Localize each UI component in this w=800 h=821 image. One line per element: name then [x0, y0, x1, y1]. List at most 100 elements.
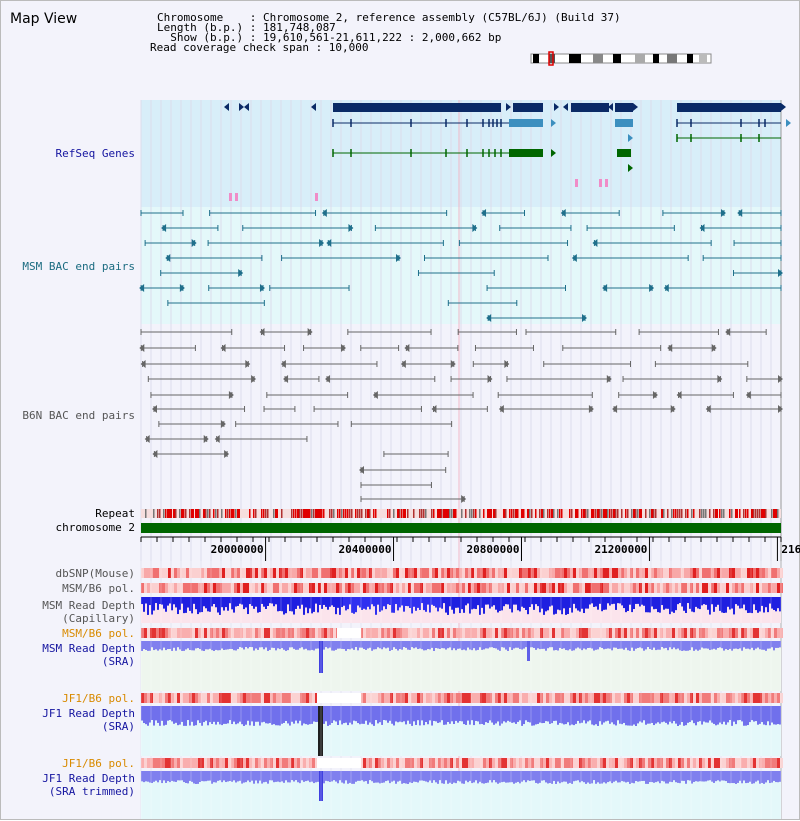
msm-depth-sra-bar — [441, 641, 443, 649]
msm-depth-sra-bar — [613, 641, 615, 648]
msm-depth-cap-bar — [635, 597, 637, 604]
msm-depth-sra-bar — [769, 641, 771, 649]
msm-depth-sra-bar — [565, 641, 567, 651]
msm-b6-pol-track-cell — [288, 583, 291, 593]
msm-depth-cap-bar — [463, 597, 465, 613]
jf1-depth-sra-bar — [763, 706, 765, 725]
jf1-depth-trim-bar — [445, 771, 447, 781]
jf1-depth-sra-bar — [605, 706, 607, 722]
jf1-depth-trim-bar — [143, 771, 145, 783]
jf1-depth-sra-bar — [203, 706, 205, 723]
jf1-depth-sra-bar — [617, 706, 619, 721]
jf1-depth-sra-bar — [649, 706, 651, 724]
jf1-b6-pol-track-cell — [390, 693, 393, 703]
msm-depth-sra-bar — [661, 641, 663, 648]
msm-b6-pol-track-cell — [198, 583, 201, 593]
msm-b6-pol-2-track-cell — [288, 628, 291, 638]
msm-depth-cap-bar — [691, 597, 693, 612]
msm-b6-pol-2-track-cell — [765, 628, 768, 638]
msm-depth-cap-bar — [621, 597, 623, 606]
msm-b6-pol-track-cell — [210, 583, 213, 593]
msm-b6-pol-track-cell — [579, 583, 582, 593]
msm-b6-pol-track-cell — [384, 583, 387, 593]
msm-b6-pol-track-cell — [255, 583, 258, 593]
msm-depth-sra-bar — [159, 641, 161, 650]
msm-depth-sra-bar — [465, 641, 467, 651]
jf1-b6-pol-track-cell — [741, 693, 744, 703]
repeat-element — [599, 509, 601, 518]
msm-b6-pol-2-track-cell — [732, 628, 735, 638]
msm-depth-sra-bar — [755, 641, 757, 649]
msm-depth-cap-bar — [387, 597, 389, 605]
jf1-depth-sra-bar — [367, 706, 369, 725]
msm-b6-pol-2-track-cell — [702, 628, 705, 638]
msm-b6-pol-track-cell — [558, 583, 561, 593]
msm-depth-sra-bar — [533, 641, 535, 648]
msm-depth-cap-bar — [173, 597, 175, 605]
jf1-depth-sra-bar — [703, 706, 705, 722]
msm-depth-sra-bar — [239, 641, 241, 648]
jf1-b6-pol-track-cell — [729, 693, 732, 703]
msm-b6-pol-2-track-cell — [570, 628, 573, 638]
msm-b6-pol-track-cell — [714, 583, 717, 593]
msm-depth-cap-bar — [529, 597, 531, 608]
jf1-depth-sra-bar — [527, 706, 529, 722]
msm-depth-sra-bar — [695, 641, 697, 650]
msm-b6-pol-2-track-cell — [759, 628, 762, 638]
jf1-depth-sra-bar — [381, 706, 383, 725]
repeat-element — [439, 509, 442, 518]
jf1-b6-pol-track-cell — [564, 693, 567, 703]
msm-b6-pol-2-track-cell — [399, 628, 402, 638]
dbsnp-track-cell — [186, 568, 189, 578]
jf1-depth-sra-bar — [417, 706, 419, 721]
jf1-depth-trim-bar — [773, 771, 775, 781]
dbsnp-track-cell — [714, 568, 717, 578]
msm-depth-sra-bar — [571, 641, 573, 651]
jf1-b6-pol-track-cell — [243, 693, 246, 703]
jf1-depth-trim-bar — [213, 771, 215, 783]
jf1-depth-sra-bar — [549, 706, 551, 724]
jf1-depth-trim-bar — [499, 771, 501, 783]
jf1-b6-pol-2-track-cell — [456, 758, 459, 768]
msm-depth-sra-bar — [543, 641, 545, 649]
msm-depth-sra-bar — [459, 641, 461, 649]
jf1-b6-pol-track-cell — [396, 693, 399, 703]
dbsnp-track-cell — [759, 568, 762, 578]
repeat-element — [341, 509, 343, 518]
msm-b6-pol-track-cell — [525, 583, 528, 593]
jf1-depth-trim-bar — [243, 771, 245, 783]
msm-depth-cap-bar — [201, 597, 203, 613]
msm-b6-pol-track-cell — [408, 583, 411, 593]
jf1-depth-sra-bar — [349, 706, 351, 723]
jf1-depth-trim-bar — [671, 771, 673, 783]
msm-depth-sra-bar — [229, 641, 231, 649]
msm-depth-cap-bar — [467, 597, 469, 604]
msm-depth-cap-bar — [217, 597, 219, 613]
jf1-b6-pol-track-cell — [291, 693, 294, 703]
jf1-depth-sra-bar — [451, 706, 453, 722]
msm-depth-sra-bar — [413, 641, 415, 649]
jf1-b6-pol-track-cell — [441, 693, 444, 703]
msm-depth-sra-bar — [277, 641, 279, 649]
jf1-b6-pol-2-track-cell — [741, 758, 744, 768]
dbsnp-track-cell — [510, 568, 513, 578]
msm-b6-pol-track-cell — [300, 583, 303, 593]
dbsnp-track-cell — [771, 568, 774, 578]
msm-b6-pol-2-track-cell — [543, 628, 546, 638]
jf1-depth-sra-bar — [599, 706, 601, 722]
jf1-depth-trim-bar — [359, 771, 361, 781]
dbsnp-track-cell — [450, 568, 453, 578]
msm-b6-pol-track-cell — [327, 583, 330, 593]
jf1-b6-pol-track-cell — [582, 693, 585, 703]
msm-depth-sra-bar — [349, 641, 351, 650]
jf1-depth-sra-bar — [185, 706, 187, 726]
msm-b6-pol-track-cell — [738, 583, 741, 593]
dbsnp-track-cell — [411, 568, 414, 578]
repeat-element — [609, 509, 611, 518]
jf1-b6-pol-2-track-cell — [531, 758, 534, 768]
msm-b6-pol-track-cell — [627, 583, 630, 593]
jf1-depth-trim-bar — [459, 771, 461, 782]
dbsnp-track-cell — [762, 568, 765, 578]
msm-b6-pol-2-track-cell — [297, 628, 300, 638]
